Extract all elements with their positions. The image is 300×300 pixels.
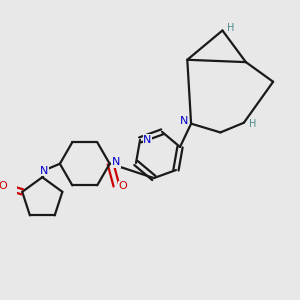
Text: N: N — [143, 135, 152, 145]
Text: N: N — [40, 166, 48, 176]
Text: H: H — [249, 119, 256, 129]
Text: O: O — [0, 181, 7, 191]
Text: H: H — [227, 22, 234, 33]
Text: N: N — [112, 157, 120, 167]
Text: N: N — [180, 116, 188, 126]
Text: O: O — [118, 181, 127, 191]
